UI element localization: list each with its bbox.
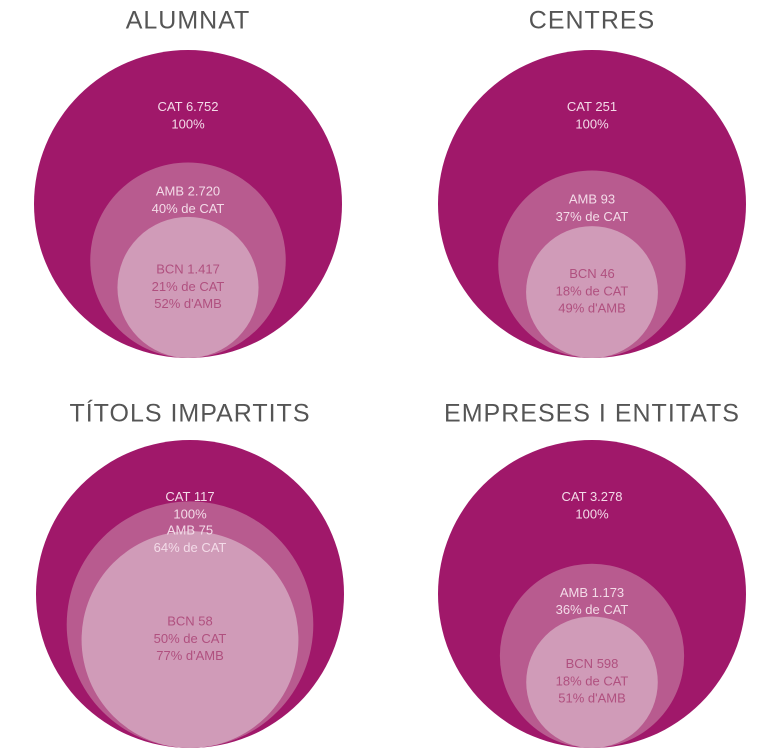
category: AMB (569, 192, 597, 207)
circle-label: AMB 2.720 (156, 184, 220, 199)
circle-label: CAT 3.278 (562, 489, 623, 504)
circle-label: BCN 58 (167, 614, 213, 629)
percent-label: 77% d'AMB (156, 648, 224, 663)
value-label: 117 (194, 489, 215, 504)
circle-label: BCN 598 (566, 657, 619, 672)
value-label: 251 (595, 99, 617, 114)
circle (117, 216, 259, 358)
circle (526, 226, 658, 358)
chart-title: CENTRES (529, 7, 655, 35)
value-label: 598 (597, 657, 619, 672)
value-label: 6.752 (186, 99, 219, 114)
circle-label: AMB 75 (167, 523, 213, 538)
circle-label: AMB 93 (569, 192, 615, 207)
value-label: 93 (601, 192, 615, 207)
percent-label: 52% d'AMB (154, 296, 222, 311)
circle-label: BCN 46 (569, 267, 615, 282)
category: BCN (569, 267, 596, 282)
category: BCN (156, 262, 183, 277)
category: BCN (566, 657, 593, 672)
circle (81, 531, 299, 748)
percent-label: 50% de CAT (154, 631, 227, 646)
percent-label: 100% (575, 116, 609, 131)
circle-label: CAT 251 (567, 99, 617, 114)
category: CAT (567, 99, 592, 114)
percent-label: 49% d'AMB (558, 301, 626, 316)
category: BCN (167, 614, 194, 629)
circle (526, 616, 658, 749)
category: AMB (156, 184, 184, 199)
value-label: 75 (199, 523, 213, 538)
percent-label: 51% d'AMB (558, 691, 626, 706)
chart-title: TÍTOLS IMPARTITS (69, 399, 310, 428)
value-label: 3.278 (590, 489, 623, 504)
value-label: 2.720 (188, 184, 221, 199)
percent-label: 21% de CAT (152, 279, 225, 294)
value-label: 46 (600, 267, 614, 282)
circle-label: CAT 6.752 (158, 99, 219, 114)
percent-label: 37% de CAT (556, 209, 629, 224)
circle-label: CAT 117 (165, 489, 214, 504)
value-label: 1.173 (592, 585, 625, 600)
chart-title: ALUMNAT (126, 7, 251, 35)
value-label: 58 (198, 614, 212, 629)
percent-label: 40% de CAT (152, 201, 225, 216)
chart-title: EMPRESES I ENTITATS (444, 400, 740, 428)
category: CAT (158, 99, 183, 114)
category: AMB (167, 523, 195, 538)
value-label: 1.417 (187, 262, 220, 277)
circle-label: AMB 1.173 (560, 585, 624, 600)
percent-label: 100% (173, 506, 207, 521)
category: AMB (560, 585, 588, 600)
category: CAT (562, 489, 587, 504)
percent-label: 100% (575, 506, 609, 521)
category: CAT (165, 489, 190, 504)
percent-label: 18% de CAT (556, 674, 629, 689)
percent-label: 36% de CAT (556, 602, 629, 617)
circle-label: BCN 1.417 (156, 262, 220, 277)
percent-label: 64% de CAT (154, 540, 227, 555)
percent-label: 18% de CAT (556, 284, 629, 299)
percent-label: 100% (171, 116, 205, 131)
